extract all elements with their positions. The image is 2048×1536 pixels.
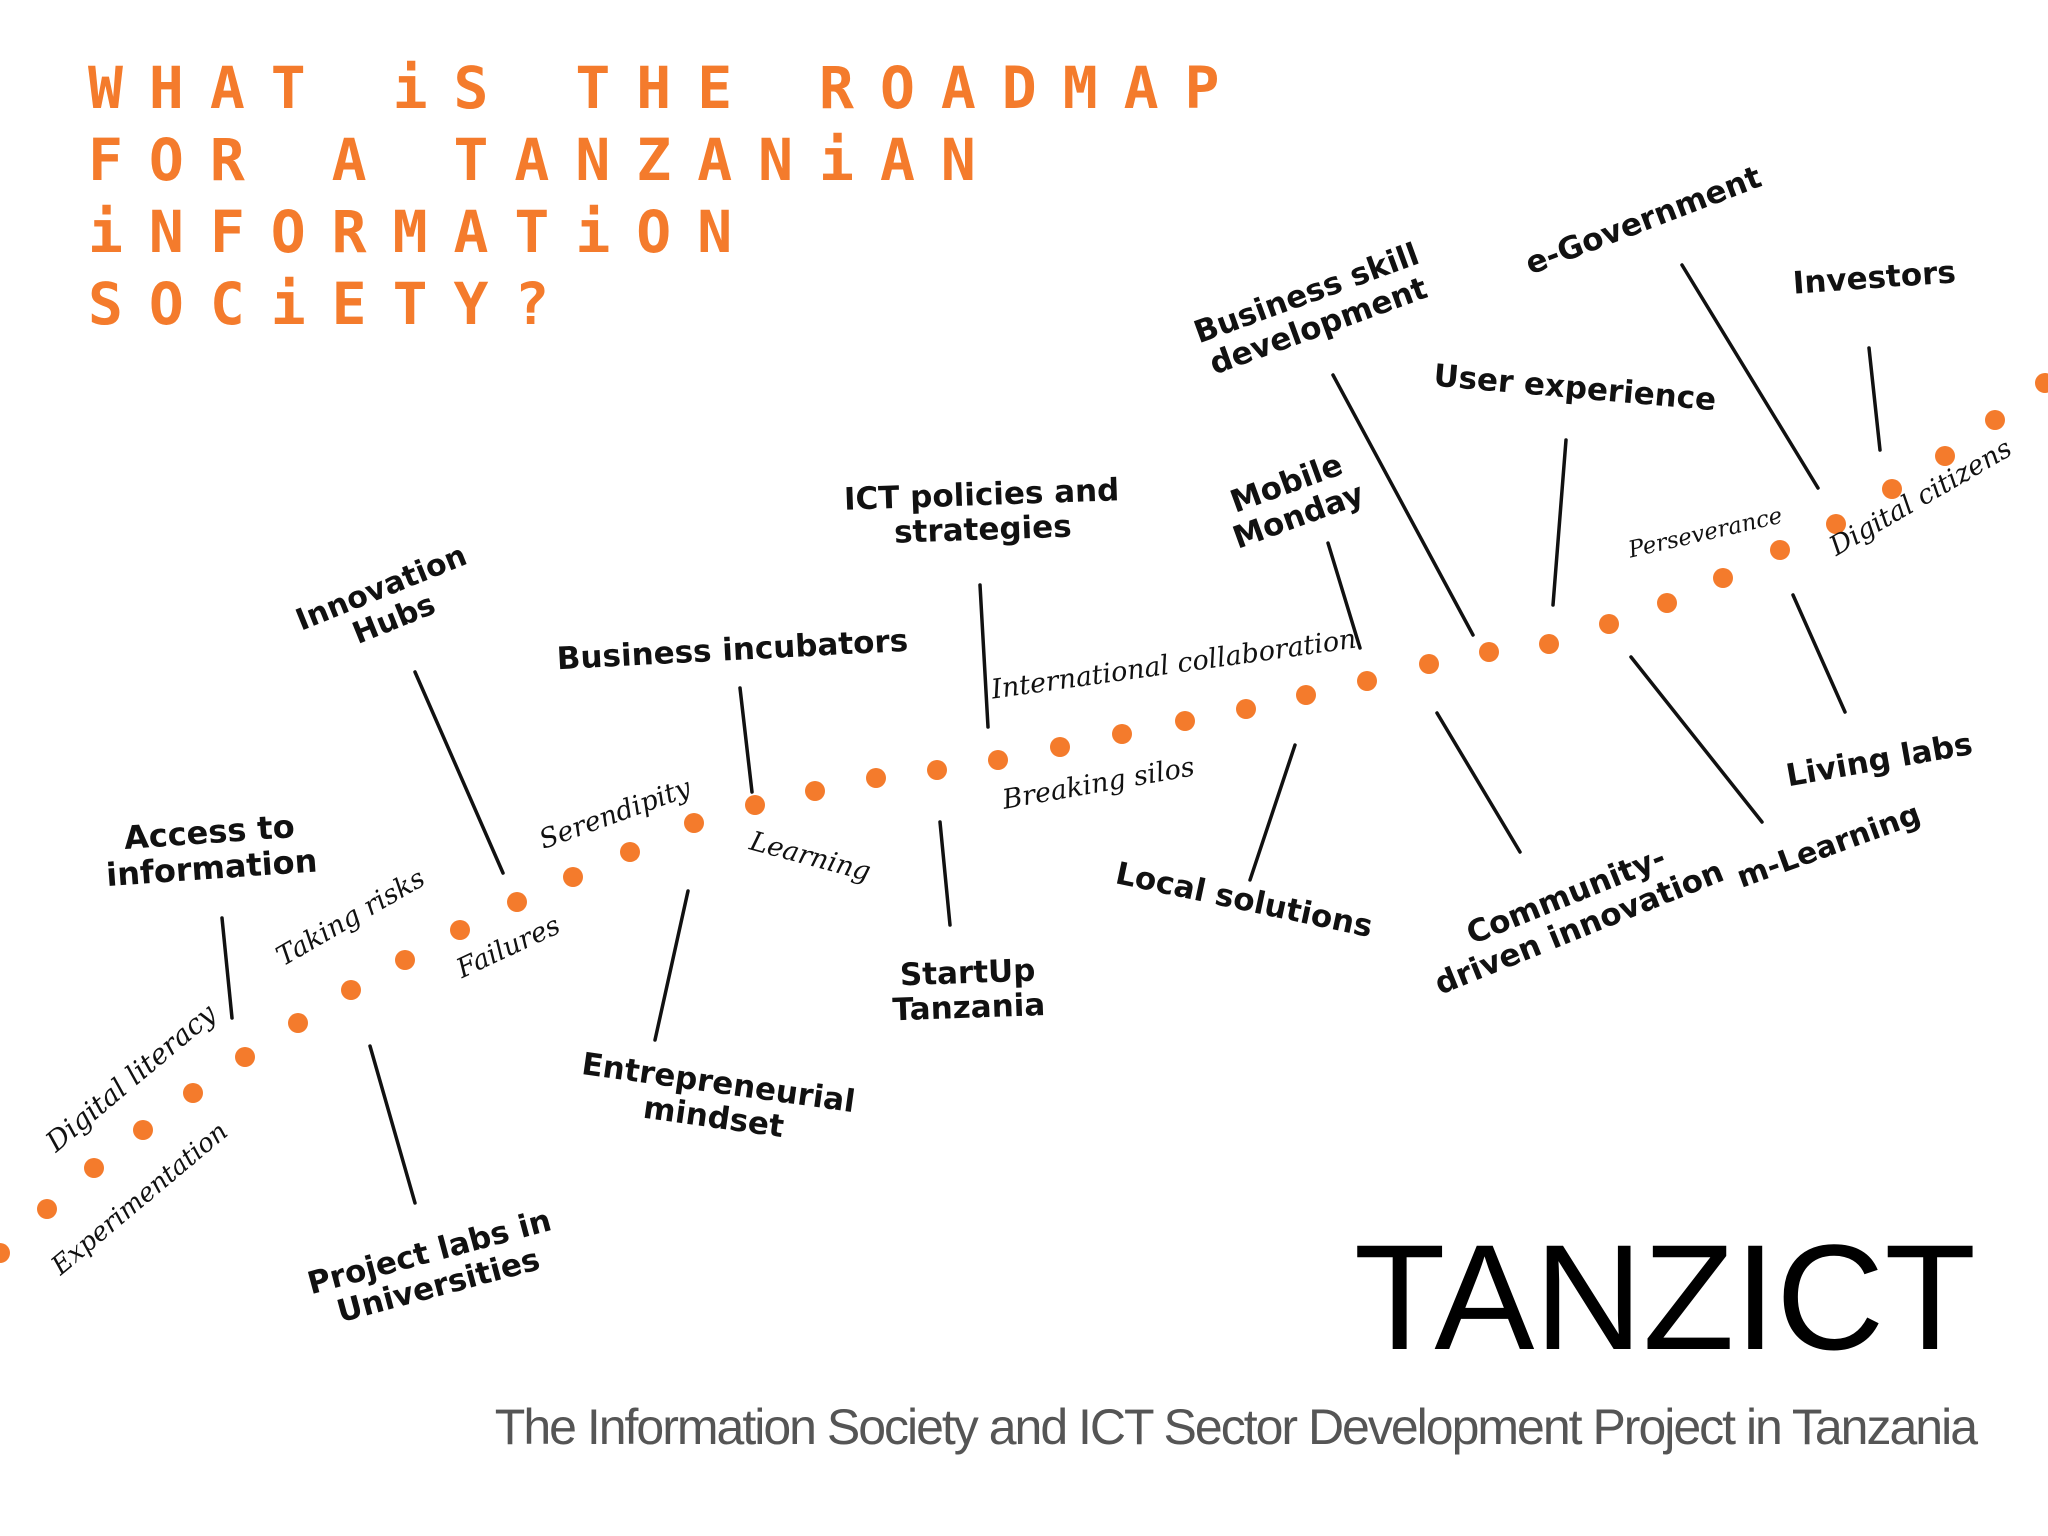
connector-line — [220, 916, 234, 1020]
milestone-label: Local solutions — [1112, 855, 1375, 945]
roadmap-dot — [1713, 568, 1733, 588]
roadmap-dot — [1050, 737, 1070, 757]
roadmap-dot — [1985, 410, 2005, 430]
roadmap-dot — [1296, 685, 1316, 705]
roadmap-dot — [620, 842, 640, 862]
roadmap-dot — [2035, 373, 2048, 393]
brand-title: TANZICT — [1353, 1213, 1976, 1381]
connector-line — [1435, 711, 1522, 854]
connector-lines — [220, 263, 1882, 1205]
roadmap-dot — [1882, 479, 1902, 499]
path-word: Digital citizens — [1823, 433, 2017, 563]
milestone-label: User experience — [1432, 358, 1717, 419]
connector-line — [1791, 593, 1847, 714]
path-word: Serendipity — [535, 772, 695, 856]
milestone-label: m-Learning — [1732, 797, 1925, 896]
roadmap-dot — [1112, 724, 1132, 744]
connector-line — [1331, 373, 1475, 637]
roadmap-dot — [684, 813, 704, 833]
connector-line — [413, 670, 505, 875]
title-line: SOCiETY? — [88, 270, 576, 338]
milestone-label: MobileMonday — [1216, 443, 1369, 556]
title-line: FOR A TANZANiAN — [88, 126, 1002, 194]
connector-line — [653, 889, 690, 1042]
roadmap-dot — [745, 795, 765, 815]
milestone-label: ICT policies andstrategies — [843, 472, 1121, 552]
roadmap-dot — [866, 768, 886, 788]
connector-line — [1680, 263, 1820, 490]
roadmap-dot — [1236, 699, 1256, 719]
roadmap-dot — [805, 781, 825, 801]
roadmap-dot — [1419, 654, 1439, 674]
connector-line — [1551, 438, 1568, 607]
path-word: Breaking silos — [999, 751, 1197, 815]
milestone-label: e-Government — [1521, 159, 1767, 282]
connector-line — [1867, 346, 1882, 452]
roadmap-dot — [1599, 614, 1619, 634]
milestone-label: Community-driven innovation — [1417, 821, 1729, 1002]
milestone-label: Business incubators — [556, 623, 909, 677]
roadmap-dot — [235, 1047, 255, 1067]
roadmap-dot — [1357, 671, 1377, 691]
roadmap-dot — [1175, 711, 1195, 731]
roadmap-dots — [0, 373, 2048, 1263]
title-line: iNFORMATiON — [88, 198, 759, 266]
roadmap-dot — [1479, 642, 1499, 662]
milestone-label: Entrepreneurialmindset — [575, 1046, 858, 1154]
connector-line — [1326, 541, 1362, 650]
path-word: Learning — [746, 826, 874, 888]
roadmap-dot — [1826, 514, 1846, 534]
milestone-label: InnovationHubs — [291, 538, 484, 669]
connector-line — [738, 686, 754, 794]
path-word: Perseverance — [1625, 503, 1785, 564]
roadmap-dot — [395, 950, 415, 970]
roadmap-dot — [507, 892, 527, 912]
roadmap-dot — [288, 1013, 308, 1033]
roadmap-dot — [1657, 593, 1677, 613]
roadmap-dot — [988, 750, 1008, 770]
connector-line — [938, 820, 952, 927]
roadmap-dot — [0, 1243, 10, 1263]
roadmap-dot — [183, 1083, 203, 1103]
roadmap-dot — [133, 1120, 153, 1140]
path-word: Failures — [451, 910, 565, 985]
title-line: WHAT iS THE ROADMAP — [88, 54, 1246, 122]
milestone-label: Access toinformation — [102, 806, 318, 894]
roadmap-dot — [341, 980, 361, 1000]
roadmap-dot — [927, 760, 947, 780]
roadmap-dot — [563, 867, 583, 887]
connector-line — [1629, 655, 1764, 824]
connector-line — [978, 583, 990, 729]
roadmap-dot — [450, 920, 470, 940]
roadmap-dot — [1935, 446, 1955, 466]
page-title: WHAT iS THE ROADMAP FOR A TANZANiAN iNFO… — [88, 52, 1245, 340]
connector-line — [368, 1044, 417, 1205]
milestone-label: StartUpTanzania — [891, 952, 1046, 1028]
milestone-labels: Access toinformation InnovationHubs Busine… — [102, 159, 1975, 1336]
milestone-label: Project labs inUniversities — [304, 1203, 564, 1336]
connector-line — [1248, 743, 1297, 882]
milestone-label: Investors — [1792, 254, 1957, 301]
roadmap-dot — [84, 1158, 104, 1178]
roadmap-dot — [1539, 634, 1559, 654]
roadmap-dot — [1770, 540, 1790, 560]
project-subtitle: The Information Society and ICT Sector D… — [494, 1399, 1978, 1455]
milestone-label: Living labs — [1783, 726, 1975, 794]
roadmap-dot — [37, 1199, 57, 1219]
milestone-label: Business skilldevelopment — [1189, 236, 1435, 383]
